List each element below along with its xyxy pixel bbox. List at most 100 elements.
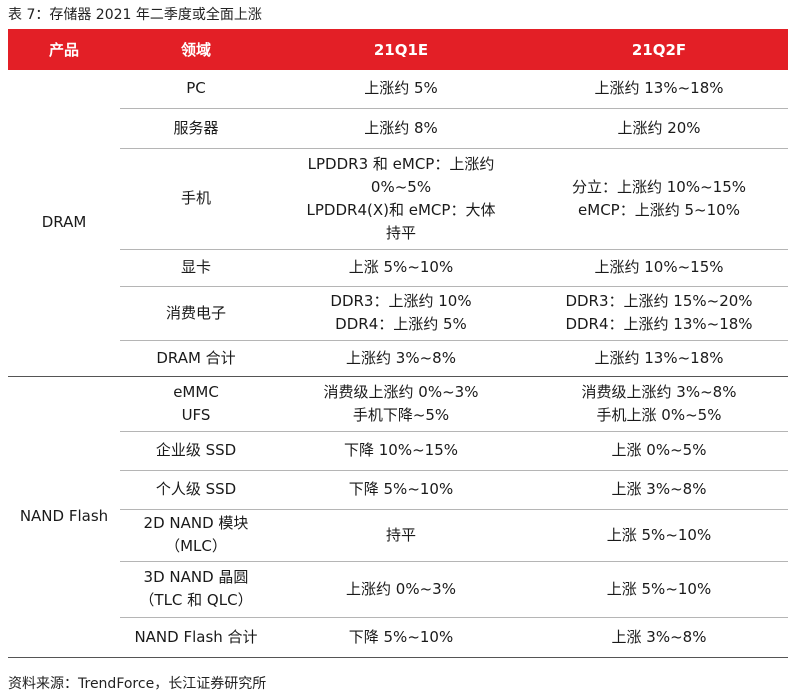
- cell-text-line: 3D NAND 晶圆: [143, 568, 249, 586]
- cell-text-line: 消费电子: [165, 303, 226, 322]
- table-row: DRAM PC 上涨约 5% 上涨约 13%~18%: [8, 70, 788, 377]
- table-row: 2D NAND 模块 （MLC） 持平 上涨 5%~10%: [8, 509, 788, 562]
- field-cell: DRAM 合计: [120, 340, 272, 377]
- q2-value-cell: 上涨约 10%~15%: [530, 249, 788, 287]
- q1-value-cell: 上涨约 3%~8%: [272, 340, 530, 377]
- cell-text-line: 上涨约 13%~18%: [594, 79, 724, 98]
- source-note: 资料来源：TrendForce，长江证券研究所: [8, 676, 267, 692]
- field-cell: 服务器: [120, 108, 272, 149]
- cell-text-line: UFS: [181, 405, 211, 424]
- cell-text-line: 0%~5%: [370, 177, 432, 196]
- q1-value-cell: 上涨约 0%~3%: [272, 561, 530, 618]
- cell-text-line: LPDDR3 和 eMCP：上涨约: [307, 154, 495, 173]
- q2-value-cell: 上涨约 13%~18%: [530, 340, 788, 377]
- field-cell: 消费电子: [120, 286, 272, 341]
- q1-value-cell: 持平: [272, 509, 530, 562]
- cell-text-line: 上涨 0%~5%: [611, 441, 707, 459]
- q2-value-cell: 上涨约 20%: [530, 108, 788, 149]
- cell-text-line: 上涨 5%~10%: [606, 579, 712, 598]
- q1-value-cell: 下降 5%~10%: [272, 470, 530, 510]
- cell-text-line: 手机: [180, 189, 211, 207]
- cell-text-line: 2D NAND 模块: [143, 514, 249, 532]
- cell-text-line: DDR3：上涨约 15%~20%: [565, 292, 753, 310]
- table-row: 手机 LPDDR3 和 eMCP：上涨约 0%~5% LPDDR4(X)和 eMCP：…: [8, 148, 788, 250]
- q2-value-cell: 上涨 3%~8%: [530, 617, 788, 658]
- table-row: NAND Flash eMMC UFS 消费级上涨约 0%~3% 手机下降~5% 消费级上…: [8, 376, 788, 658]
- cell-text-line: eMMC: [173, 382, 219, 401]
- field-cell: 个人级 SSD: [120, 470, 272, 510]
- cell-text-line: eMCP：上涨约 5~10%: [578, 200, 740, 219]
- table-caption: 表 7：存储器 2021 年二季度或全面上涨: [8, 7, 262, 23]
- header-21q1e: 21Q1E: [272, 29, 530, 70]
- cell-text-line: DRAM 合计: [156, 348, 236, 367]
- cell-text-line: NAND Flash 合计: [134, 627, 258, 646]
- field-cell: NAND Flash 合计: [120, 617, 272, 658]
- cell-text-line: 下降 5%~10%: [348, 627, 454, 646]
- cell-text-line: DDR3：上涨约 10%: [330, 292, 472, 310]
- q2-value-cell: 上涨 5%~10%: [530, 509, 788, 562]
- cell-text-line: 消费级上涨约 3%~8%: [581, 382, 737, 401]
- cell-text-line: 个人级 SSD: [155, 480, 237, 498]
- cell-text-line: 分立：上涨约 10%~15%: [571, 177, 747, 196]
- cell-text-line: 上涨约 20%: [617, 118, 701, 137]
- cell-text-line: 上涨约 3%~8%: [346, 348, 456, 367]
- cell-text-line: 下降 10%~15%: [343, 441, 459, 459]
- cell-text-line: 上涨约 0%~3%: [346, 579, 456, 598]
- product-category-cell: DRAM: [8, 70, 120, 377]
- q2-value-cell: 上涨约 13%~18%: [530, 70, 788, 109]
- table-row: 消费电子 DDR3：上涨约 10% DDR4：上涨约 5% DDR3：上涨约 15%~…: [8, 286, 788, 341]
- field-cell: 3D NAND 晶圆 （TLC 和 QLC）: [120, 561, 272, 618]
- cell-text-line: 上涨约 8%: [364, 118, 438, 137]
- field-cell: 手机: [120, 148, 272, 250]
- q2-value-cell: 上涨 3%~8%: [530, 470, 788, 510]
- q1-value-cell: 上涨 5%~10%: [272, 249, 530, 287]
- product-category-cell: NAND Flash: [8, 376, 120, 658]
- cell-text-line: 上涨约 5%: [364, 79, 438, 98]
- table-row: 3D NAND 晶圆 （TLC 和 QLC） 上涨约 0%~3% 上涨 5%~10%: [8, 561, 788, 618]
- header-product: 产品: [8, 29, 120, 70]
- cell-text-line: PC: [186, 79, 206, 98]
- cell-text-line: （MLC）: [165, 537, 227, 555]
- field-cell: PC: [120, 70, 272, 109]
- q1-value-cell: 上涨约 8%: [272, 108, 530, 149]
- q1-value-cell: DDR3：上涨约 10% DDR4：上涨约 5%: [272, 286, 530, 341]
- cell-text-line: 上涨 5%~10%: [606, 525, 712, 544]
- q2-value-cell: 上涨 0%~5%: [530, 431, 788, 471]
- cell-text-line: 上涨 3%~8%: [611, 480, 707, 498]
- header-21q2f: 21Q2F: [530, 29, 788, 70]
- cell-text-line: LPDDR4(X)和 eMCP：大体: [306, 200, 496, 219]
- cell-text-line: 消费级上涨约 0%~3%: [323, 382, 479, 401]
- cell-text-line: （TLC 和 QLC）: [139, 591, 253, 609]
- cell-text-line: 手机下降~5%: [352, 405, 450, 424]
- table-row: 个人级 SSD 下降 5%~10% 上涨 3%~8%: [8, 470, 788, 510]
- field-cell: 显卡: [120, 249, 272, 287]
- q1-value-cell: 下降 10%~15%: [272, 431, 530, 471]
- cell-text-line: 上涨 5%~10%: [348, 258, 454, 276]
- q2-value-cell: 消费级上涨约 3%~8% 手机上涨 0%~5%: [530, 376, 788, 432]
- field-cell: eMMC UFS: [120, 376, 272, 432]
- table-row: NAND Flash 合计 下降 5%~10% 上涨 3%~8%: [8, 617, 788, 658]
- q1-value-cell: 消费级上涨约 0%~3% 手机下降~5%: [272, 376, 530, 432]
- cell-text-line: 持平: [385, 223, 416, 242]
- cell-text-line: 上涨 3%~8%: [611, 627, 707, 646]
- cell-text-line: DDR4：上涨约 5%: [335, 315, 467, 333]
- cell-text-line: DDR4：上涨约 13%~18%: [565, 315, 753, 333]
- q1-value-cell: LPDDR3 和 eMCP：上涨约 0%~5% LPDDR4(X)和 eMCP：大体…: [272, 148, 530, 250]
- cell-text-line: 上涨约 10%~15%: [594, 258, 724, 276]
- header-field: 领域: [120, 29, 272, 70]
- cell-text-line: 服务器: [173, 118, 219, 137]
- field-cell: 2D NAND 模块 （MLC）: [120, 509, 272, 562]
- q2-value-cell: 分立：上涨约 10%~15% eMCP：上涨约 5~10%: [530, 148, 788, 250]
- table-row: 企业级 SSD 下降 10%~15% 上涨 0%~5%: [8, 431, 788, 471]
- cell-text-line: 持平: [385, 525, 416, 544]
- cell-text-line: 显卡: [180, 258, 211, 276]
- table-row: 服务器 上涨约 8% 上涨约 20%: [8, 108, 788, 149]
- q1-value-cell: 上涨约 5%: [272, 70, 530, 109]
- q2-value-cell: 上涨 5%~10%: [530, 561, 788, 618]
- q1-value-cell: 下降 5%~10%: [272, 617, 530, 658]
- table-row: DRAM 合计 上涨约 3%~8% 上涨约 13%~18%: [8, 340, 788, 377]
- table-row: 显卡 上涨 5%~10% 上涨约 10%~15%: [8, 249, 788, 287]
- cell-text-line: 上涨约 13%~18%: [594, 348, 724, 367]
- q2-value-cell: DDR3：上涨约 15%~20% DDR4：上涨约 13%~18%: [530, 286, 788, 341]
- cell-text-line: 手机上涨 0%~5%: [596, 405, 722, 424]
